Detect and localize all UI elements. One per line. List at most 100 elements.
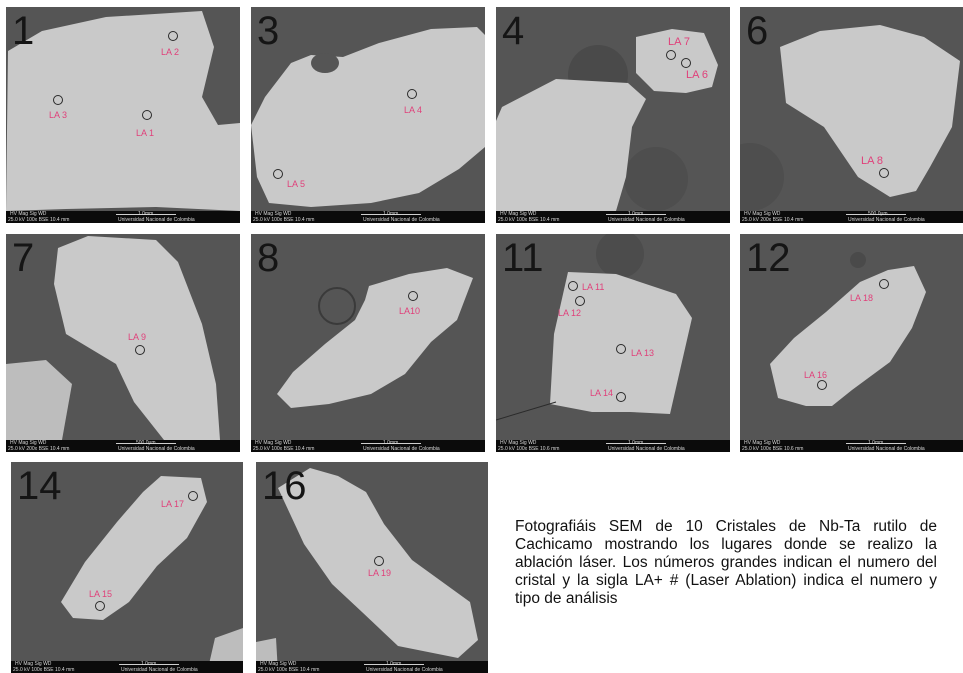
info-header: HV Mag Sig WD (260, 661, 297, 667)
university-label: Universidad Nacional de Colombia (366, 667, 443, 673)
crystal-number: 1 (12, 9, 35, 53)
ablation-spot (142, 110, 152, 120)
scale-label: 1.0mm (868, 440, 884, 446)
ablation-spot (666, 50, 676, 60)
sem-info-bar: HV Mag Sig WD 25.0 kV 200x BSE 10.4 mm 5… (6, 440, 240, 452)
university-label: Universidad Nacional de Colombia (363, 446, 440, 452)
crystal-number: 3 (257, 9, 280, 53)
info-values: 25.0 kV 100x BSE 10.4 mm (253, 217, 315, 223)
sem-panel-12: 12 LA 18 LA 16 HV Mag Sig WD 25.0 kV 100… (740, 234, 963, 452)
ablation-label: LA 11 (582, 282, 605, 292)
university-label: Universidad Nacional de Colombia (118, 217, 195, 223)
ablation-spot (273, 169, 283, 179)
info-values: 25.0 kV 100x BSE 10.4 mm (13, 667, 75, 673)
scale-label: 1.0mm (628, 440, 644, 446)
ablation-spot (95, 601, 105, 611)
ablation-label: LA 14 (590, 388, 614, 398)
crystal-number: 14 (17, 464, 62, 508)
crystal-image (496, 29, 718, 211)
ablation-label: LA 18 (850, 293, 874, 303)
info-header: HV Mag Sig WD (744, 440, 781, 446)
scale-label: 1.0mm (383, 440, 399, 446)
sem-info-bar: HV Mag Sig WD 25.0 kV 200x BSE 10.4 mm 5… (740, 211, 963, 223)
ablation-label: LA 4 (404, 105, 423, 115)
info-values: 25.0 kV 100x BSE 10.4 mm (498, 217, 560, 223)
scale-label: 1.0mm (386, 661, 402, 667)
info-values: 25.0 kV 100x BSE 10.4 mm (258, 667, 320, 673)
sem-panel-4: 4 LA 7 LA 6 HV Mag Sig WD 25.0 kV 100x B… (496, 7, 730, 223)
info-header: HV Mag Sig WD (500, 211, 537, 217)
university-label: Universidad Nacional de Colombia (363, 217, 440, 223)
sem-panel-7: 7 LA 9 HV Mag Sig WD 25.0 kV 200x BSE 10… (6, 234, 240, 452)
ablation-spot (53, 95, 63, 105)
sem-panel-11: 11 LA 11 LA 12 LA 13 LA 14 HV Mag Sig WD… (496, 234, 730, 452)
ablation-spot (168, 31, 178, 41)
sem-info-bar: HV Mag Sig WD 25.0 kV 100x BSE 10.4 mm 1… (256, 661, 488, 673)
ablation-spot (879, 168, 889, 178)
university-label: Universidad Nacional de Colombia (608, 446, 685, 452)
ablation-spot (408, 291, 418, 301)
ablation-label: LA 17 (161, 499, 185, 509)
info-values: 25.0 kV 200x BSE 10.4 mm (8, 446, 70, 452)
ablation-spot (407, 89, 417, 99)
ablation-label: LA10 (399, 306, 421, 316)
ablation-label: LA 19 (368, 568, 392, 578)
info-values: 25.0 kV 100x BSE 10.4 mm (8, 217, 70, 223)
ablation-spot (135, 345, 145, 355)
ablation-label: LA 1 (136, 128, 155, 138)
info-header: HV Mag Sig WD (255, 211, 292, 217)
info-values: 25.0 kV 200x BSE 10.4 mm (742, 217, 804, 223)
scale-label: 500.0µm (136, 440, 156, 446)
info-header: HV Mag Sig WD (10, 440, 47, 446)
info-header: HV Mag Sig WD (744, 211, 781, 217)
ablation-label: LA 9 (128, 332, 147, 342)
ablation-spot (616, 344, 626, 354)
sem-panel-3: 3 LA 4 LA 5 HV Mag Sig WD 25.0 kV 100x B… (251, 7, 485, 223)
sem-panel-8: 8 LA10 HV Mag Sig WD 25.0 kV 100x BSE 10… (251, 234, 485, 452)
ablation-spot (575, 296, 585, 306)
crystal-image (740, 25, 960, 211)
sem-panel-1: 1 LA 2 LA 3 LA 1 HV Mag Sig WD 25.0 kV 1… (6, 7, 240, 223)
ablation-label: LA 15 (89, 589, 113, 599)
scale-label: 500.0µm (868, 211, 888, 217)
ablation-spot (374, 556, 384, 566)
crystal-image (6, 11, 240, 211)
ablation-label: LA 2 (161, 47, 180, 57)
crystal-number: 8 (257, 236, 280, 280)
ablation-label: LA 13 (631, 348, 655, 358)
info-values: 25.0 kV 100x BSE 10.6 mm (742, 446, 804, 452)
ablation-label: LA 8 (861, 155, 884, 167)
crystal-image (6, 236, 220, 440)
crystal-number: 4 (502, 9, 525, 53)
ablation-spot (188, 491, 198, 501)
sem-info-bar: HV Mag Sig WD 25.0 kV 100x BSE 10.4 mm 1… (251, 440, 485, 452)
ablation-spot (879, 279, 889, 289)
info-values: 25.0 kV 100x BSE 10.6 mm (498, 446, 560, 452)
info-header: HV Mag Sig WD (15, 661, 52, 667)
crystal-image (251, 27, 485, 207)
crystal-number: 7 (12, 236, 35, 280)
sem-info-bar: HV Mag Sig WD 25.0 kV 100x BSE 10.4 mm 1… (6, 211, 240, 223)
sem-panel-14: 14 LA 17 LA 15 HV Mag Sig WD 25.0 kV 100… (11, 462, 243, 673)
ablation-spot (817, 380, 827, 390)
crystal-number: 6 (746, 9, 769, 53)
university-label: Universidad Nacional de Colombia (121, 667, 198, 673)
sem-info-bar: HV Mag Sig WD 25.0 kV 100x BSE 10.6 mm 1… (496, 440, 730, 452)
university-label: Universidad Nacional de Colombia (848, 217, 925, 223)
crystal-image (277, 268, 473, 408)
info-header: HV Mag Sig WD (255, 440, 292, 446)
ablation-label: LA 6 (686, 69, 709, 81)
ablation-spot (568, 281, 578, 291)
university-label: Universidad Nacional de Colombia (118, 446, 195, 452)
crystal-image (770, 252, 926, 406)
sem-info-bar: HV Mag Sig WD 25.0 kV 100x BSE 10.4 mm 1… (251, 211, 485, 223)
sem-panel-16: 16 LA 19 HV Mag Sig WD 25.0 kV 100x BSE … (256, 462, 488, 673)
university-label: Universidad Nacional de Colombia (848, 446, 925, 452)
ablation-spot (616, 392, 626, 402)
scale-label: 1.0mm (141, 661, 157, 667)
crystal-number: 16 (262, 464, 307, 508)
scale-label: 1.0mm (383, 211, 399, 217)
sem-info-bar: HV Mag Sig WD 25.0 kV 100x BSE 10.6 mm 1… (740, 440, 963, 452)
sem-panel-6: 6 LA 8 HV Mag Sig WD 25.0 kV 200x BSE 10… (740, 7, 963, 223)
crystal-number: 12 (746, 236, 791, 280)
